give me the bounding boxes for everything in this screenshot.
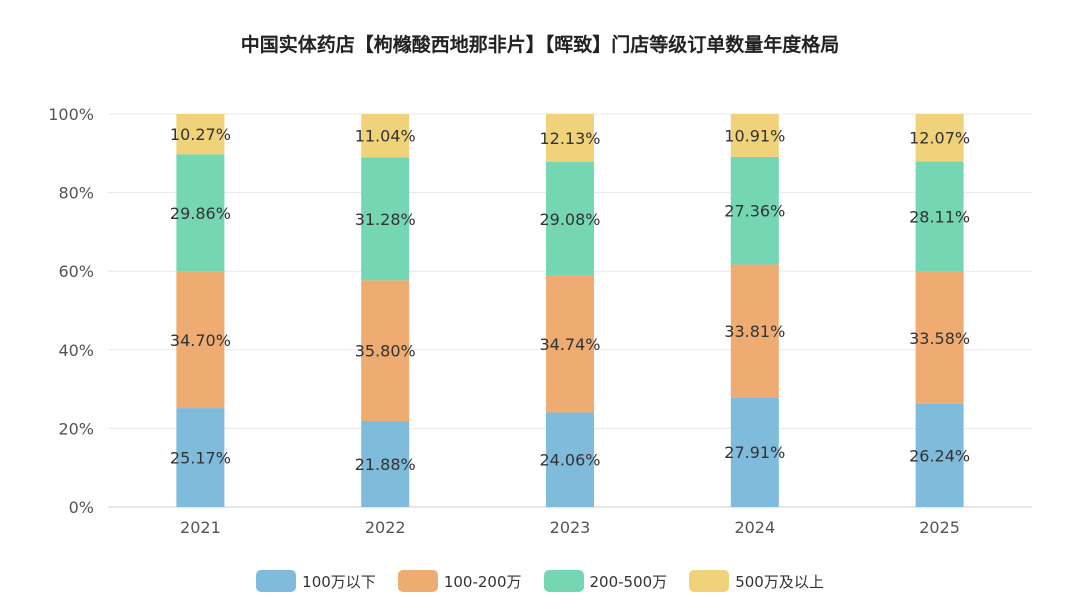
- bar-segment: [546, 412, 594, 507]
- bar-segment: [361, 421, 410, 507]
- legend-swatch: [256, 570, 297, 592]
- legend-label: 500万及以上: [735, 572, 824, 591]
- bar-segment: [730, 264, 779, 398]
- x-tick-label: 2023: [550, 518, 591, 537]
- data-label: 34.74%: [539, 335, 600, 354]
- bar-segment: [915, 403, 964, 507]
- x-tick-label: 2024: [734, 518, 775, 537]
- bar-segment: [361, 114, 410, 158]
- y-tick-label: 0%: [69, 498, 94, 517]
- bar-segment: [176, 408, 225, 507]
- bar-segment: [176, 114, 225, 155]
- data-label: 11.04%: [355, 127, 416, 146]
- bar-segment: [361, 157, 410, 281]
- data-label: 10.27%: [170, 125, 231, 144]
- bar-segment: [730, 114, 779, 157]
- data-label: 24.06%: [539, 451, 600, 470]
- legend-item[interactable]: 100-200万: [397, 570, 522, 592]
- stacked-bar-chart: 25.17% 34.70% 29.86% 10.27% 21.88% 35.80% 31.2…: [48, 105, 1032, 537]
- bar-segment: [730, 397, 779, 507]
- x-tick-label: 2022: [365, 518, 406, 537]
- bar-segment: [546, 275, 594, 413]
- x-tick-label: 2021: [180, 518, 221, 537]
- bar-segment: [546, 113, 594, 162]
- data-label: 26.24%: [909, 446, 970, 465]
- bar-segment: [361, 280, 410, 422]
- bar-segment: [915, 114, 964, 162]
- bar-segment: [546, 161, 594, 276]
- legend-label: 200-500万: [589, 572, 668, 591]
- y-tick-label: 100%: [48, 105, 94, 124]
- data-label: 33.81%: [724, 322, 785, 341]
- legend-swatch: [397, 570, 438, 592]
- legend-label: 100万以下: [302, 572, 376, 591]
- bar-segment: [915, 161, 964, 272]
- legend-item[interactable]: 100万以下: [256, 570, 376, 592]
- data-label: 25.17%: [170, 449, 231, 468]
- data-label: 29.86%: [170, 204, 231, 223]
- y-tick-label: 60%: [58, 262, 94, 281]
- data-label: 28.11%: [909, 208, 970, 227]
- data-label: 31.28%: [355, 210, 416, 229]
- x-tick-label: 2025: [919, 518, 960, 537]
- y-tick-label: 80%: [58, 184, 94, 203]
- data-label: 34.70%: [170, 331, 231, 350]
- data-label: 21.88%: [355, 455, 416, 474]
- legend-swatch: [689, 570, 730, 592]
- bar-segment: [176, 154, 225, 272]
- data-label: 27.91%: [724, 443, 785, 462]
- bar-segment: [176, 271, 225, 409]
- bar-segment: [915, 271, 964, 404]
- legend-item[interactable]: 200-500万: [543, 570, 668, 592]
- data-label: 10.91%: [724, 126, 785, 145]
- legend-label: 100-200万: [443, 572, 522, 591]
- data-label: 12.07%: [909, 129, 970, 148]
- data-label: 27.36%: [724, 202, 785, 221]
- data-label: 29.08%: [539, 210, 600, 229]
- chart-title: 中国实体药店【枸橼酸西地那非片】【晖致】门店等级订单数量年度格局: [240, 34, 840, 56]
- data-label: 35.80%: [355, 342, 416, 361]
- y-tick-label: 40%: [58, 341, 94, 360]
- y-tick-label: 20%: [58, 419, 94, 438]
- bar-segment: [730, 156, 779, 265]
- data-label: 12.13%: [539, 129, 600, 148]
- chart-legend: 100万以下 100-200万 200-500万 500万及以上: [0, 568, 1080, 594]
- legend-swatch: [543, 570, 584, 592]
- legend-item[interactable]: 500万及以上: [689, 570, 824, 592]
- data-label: 33.58%: [909, 329, 970, 348]
